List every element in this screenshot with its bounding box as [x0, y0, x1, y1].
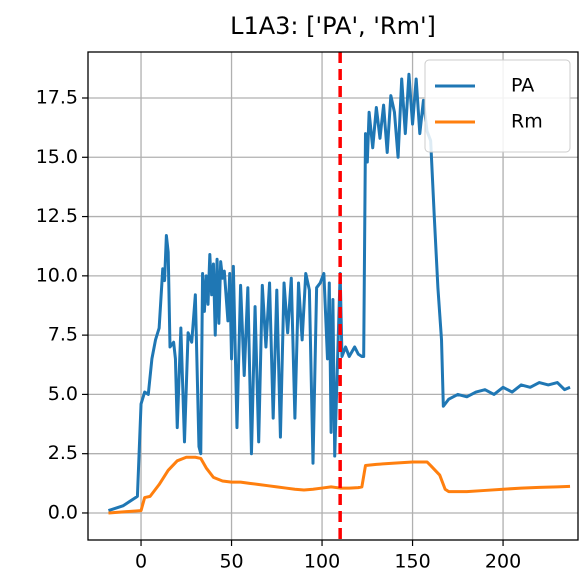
x-tick-label: 100: [304, 551, 340, 573]
chart-title: L1A3: ['PA', 'Rm']: [230, 12, 436, 40]
y-tick-label: 5.0: [48, 383, 78, 405]
series-line: [108, 455, 571, 515]
y-tick-label: 2.5: [48, 442, 78, 464]
legend: PA Rm: [424, 59, 571, 153]
x-tick-label: 50: [219, 551, 243, 573]
y-tick-label: 17.5: [36, 87, 78, 109]
x-tick-label: 150: [394, 551, 430, 573]
y-tick-label: 15.0: [36, 146, 78, 168]
y-tick-label: 12.5: [36, 205, 78, 227]
x-tick-label: 200: [485, 551, 521, 573]
x-tick-label: 0: [135, 551, 147, 573]
y-tick-label: 7.5: [48, 324, 78, 346]
legend-label: Rm: [511, 111, 543, 133]
y-tick-label: 10.0: [36, 264, 78, 286]
y-tick-label: 0.0: [48, 501, 78, 523]
legend-label: PA: [511, 75, 534, 97]
legend-box: [424, 59, 571, 153]
plot-frame: [87, 51, 579, 541]
